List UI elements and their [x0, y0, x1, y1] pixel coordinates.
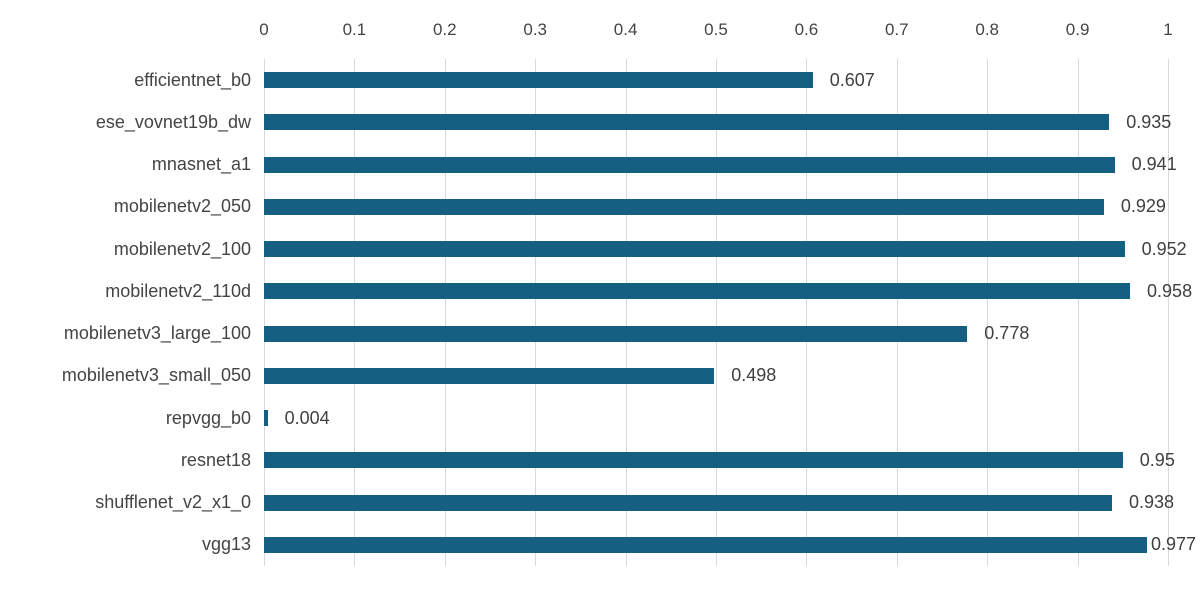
- value-label-mnasnet_a1: 0.941: [1131, 154, 1177, 175]
- gridline: [716, 59, 717, 566]
- bar-vgg13: [264, 536, 1148, 553]
- bar-mobilenetv2_050: [264, 198, 1104, 215]
- value-label-efficientnet_b0: 0.607: [829, 69, 875, 90]
- category-label-efficientnet_b0: efficientnet_b0: [134, 69, 251, 90]
- value-label-mobilenetv2_050: 0.929: [1120, 196, 1166, 217]
- category-label-mobilenetv2_110d: mobilenetv2_110d: [105, 280, 251, 301]
- value-label-mobilenetv2_100: 0.952: [1141, 238, 1187, 259]
- category-label-shufflenet_v2_x1_0: shufflenet_v2_x1_0: [95, 492, 251, 513]
- category-label-repvgg_b0: repvgg_b0: [165, 407, 251, 428]
- gridline: [1168, 59, 1169, 566]
- bar-mobilenetv3_small_050: [264, 367, 715, 384]
- bar-resnet18: [264, 452, 1123, 469]
- gridline: [625, 59, 627, 566]
- plot-area: 0.607 0.935 0.941 0.929 0.952 0.958 0.778 0.498…: [264, 59, 1196, 566]
- gridline: [444, 59, 446, 566]
- x-tick-label: 0.3: [523, 20, 547, 39]
- category-label-ese_vovnet19b_dw: ese_vovnet19b_dw: [95, 111, 251, 132]
- bar-mobilenetv3_large_100: [264, 325, 968, 342]
- value-label-vgg13: 0.977: [1151, 534, 1197, 555]
- value-label-resnet18: 0.95: [1139, 449, 1175, 470]
- bar-mnasnet_a1: [264, 156, 1115, 173]
- bar-shufflenet_v2_x1_0: [264, 494, 1112, 511]
- x-tick-label: 0.5: [704, 20, 728, 39]
- gridline: [987, 59, 989, 566]
- bar-mobilenetv2_100: [264, 241, 1125, 258]
- x-tick-label: 0.9: [1065, 20, 1090, 39]
- x-tick-label: 0.4: [613, 20, 638, 39]
- gridline: [264, 59, 265, 566]
- gridline: [896, 59, 898, 566]
- value-label-mobilenetv2_110d: 0.958: [1147, 280, 1193, 301]
- gridline: [535, 59, 537, 566]
- bar-efficientnet_b0: [264, 72, 813, 89]
- gridline: [1077, 59, 1079, 566]
- bar-ese_vovnet19b_dw: [264, 114, 1110, 131]
- bar-repvgg_b0: [264, 410, 268, 427]
- category-label-vgg13: vgg13: [201, 534, 251, 555]
- x-tick-label: 0.2: [432, 20, 457, 39]
- category-label-resnet18: resnet18: [180, 449, 251, 470]
- x-tick-label: 0: [259, 20, 269, 39]
- category-label-mobilenetv3_large_100: mobilenetv3_large_100: [63, 323, 251, 344]
- value-label-repvgg_b0: 0.004: [284, 407, 330, 428]
- category-label-mnasnet_a1: mnasnet_a1: [151, 154, 251, 175]
- x-tick-label: 0.1: [342, 20, 367, 39]
- bar-mobilenetv2_110d: [264, 283, 1131, 300]
- gridline: [354, 59, 356, 566]
- x-tick-label: 0.8: [975, 20, 999, 39]
- category-label-mobilenetv2_100: mobilenetv2_100: [113, 238, 251, 259]
- value-label-ese_vovnet19b_dw: 0.935: [1126, 111, 1172, 132]
- x-tick-label: 1: [1163, 20, 1173, 39]
- category-label-mobilenetv3_small_050: mobilenetv3_small_050: [61, 365, 251, 386]
- value-label-shufflenet_v2_x1_0: 0.938: [1128, 492, 1174, 513]
- x-tick-label: 0.7: [884, 20, 909, 39]
- gridline: [806, 59, 808, 566]
- category-label-mobilenetv2_050: mobilenetv2_050: [113, 196, 251, 217]
- value-label-mobilenetv3_small_050: 0.498: [731, 365, 777, 386]
- x-tick-label: 0.6: [794, 20, 819, 39]
- value-label-mobilenetv3_large_100: 0.778: [984, 323, 1030, 344]
